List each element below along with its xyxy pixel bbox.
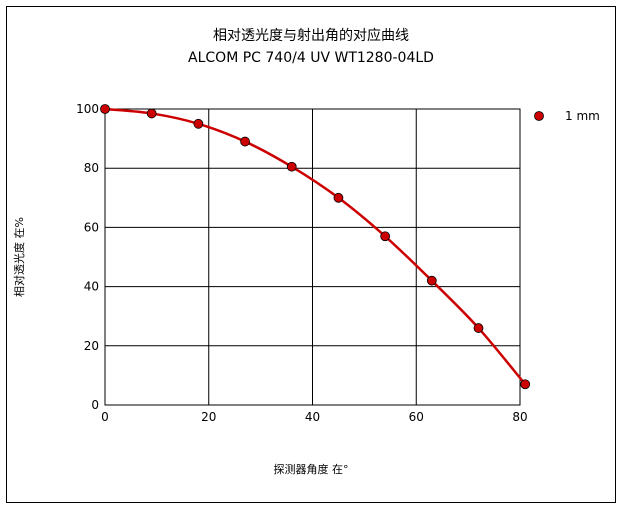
y-tick-label: 100 <box>76 102 99 116</box>
data-point <box>426 275 437 286</box>
data-point <box>100 104 110 114</box>
x-tick-label: 80 <box>512 410 527 424</box>
data-point <box>473 323 484 333</box>
data-point <box>240 136 250 147</box>
y-tick-label: 0 <box>91 398 99 412</box>
chart-subtitle: ALCOM PC 740/4 UV WT1280-04LD <box>188 50 434 66</box>
y-tick-label: 40 <box>84 280 99 294</box>
x-tick-label: 40 <box>305 410 320 424</box>
series-group <box>100 104 531 390</box>
data-point <box>286 161 297 172</box>
data-point <box>146 108 157 119</box>
legend-label: 1 mm <box>565 109 600 123</box>
y-tick-label: 20 <box>84 339 99 353</box>
series-line <box>104 107 527 386</box>
legend-marker <box>534 111 544 121</box>
data-point <box>333 192 344 203</box>
x-tick-label: 60 <box>409 410 424 424</box>
x-axis-label: 探测器角度 在° <box>274 462 349 476</box>
x-tick-label: 0 <box>101 410 109 424</box>
legend: 1 mm <box>534 109 600 123</box>
grid <box>104 108 521 406</box>
y-tick-label: 60 <box>84 220 99 234</box>
data-point <box>193 118 204 129</box>
data-point <box>380 231 391 242</box>
plot-area-border <box>104 108 521 406</box>
chart-frame <box>6 6 616 503</box>
x-tick-label: 20 <box>201 410 216 424</box>
tick-labels: 0 20 40 60 80 0 20 40 60 80 100 <box>76 102 528 424</box>
y-tick-label: 80 <box>84 161 99 175</box>
data-point <box>520 379 531 390</box>
chart-title: 相对透光度与射出角的对应曲线 <box>213 27 409 44</box>
y-axis-label: 相对透光度 在% <box>12 217 26 297</box>
